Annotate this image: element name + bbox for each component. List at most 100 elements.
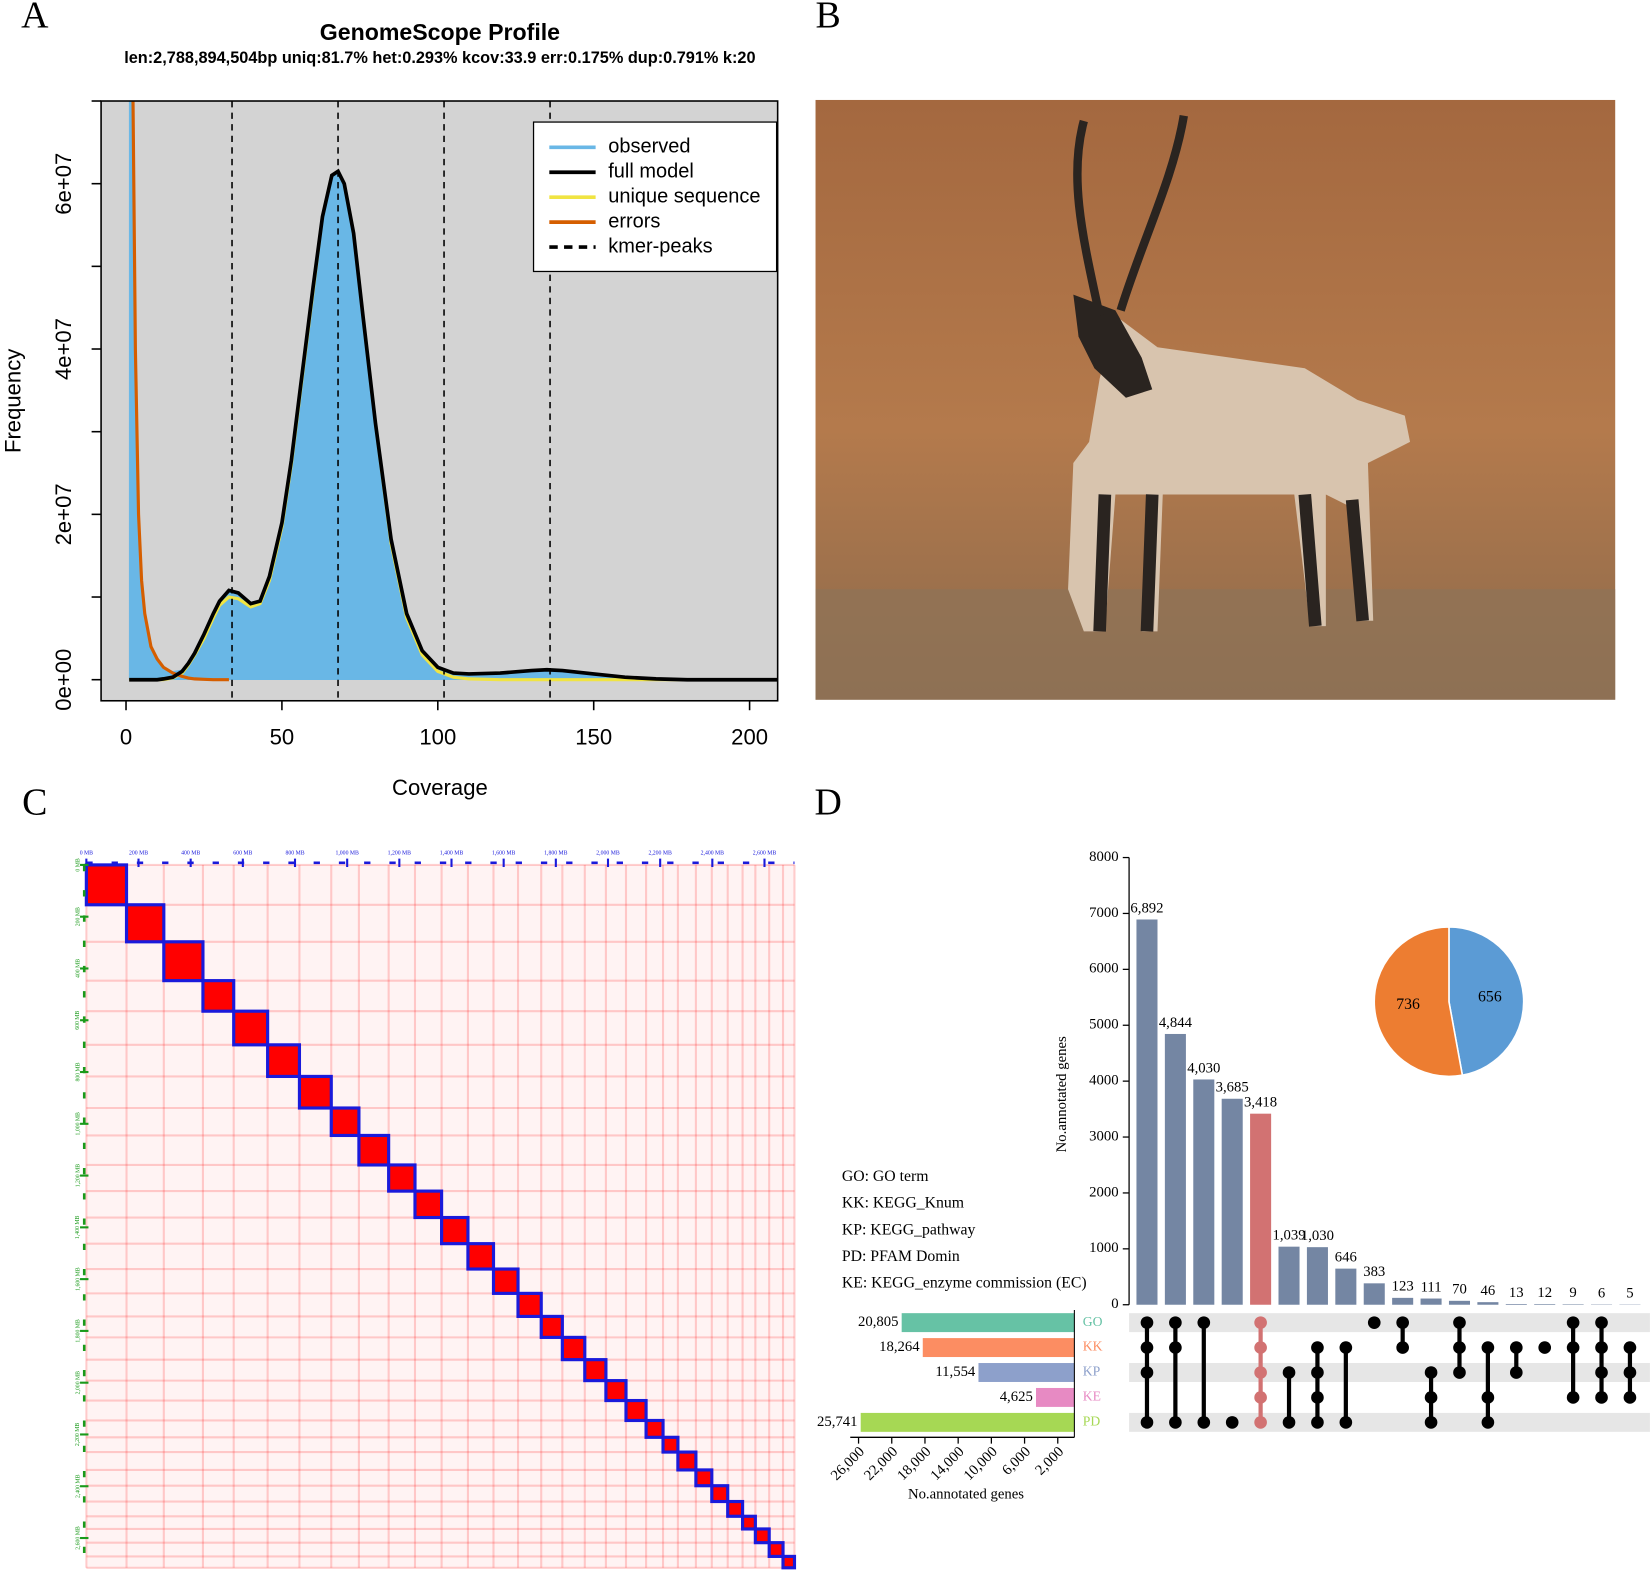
bar (1193, 1079, 1215, 1305)
bar-value-label: 4,844 (1159, 1015, 1193, 1031)
bar (1392, 1297, 1414, 1305)
bar-value-label: 5 (1626, 1285, 1633, 1301)
bar (1534, 1304, 1556, 1305)
chromosome-block (413, 1189, 444, 1220)
y-tick-label: 2000 (1089, 1184, 1118, 1200)
matrix-dot (1254, 1366, 1267, 1379)
ground (815, 589, 1616, 700)
matrix-dot (1197, 1316, 1211, 1329)
set-bar (860, 1412, 1075, 1432)
set-value-label: 18,264 (879, 1339, 920, 1355)
matrix-dot (1595, 1366, 1608, 1379)
x-tick-label: 150 (575, 724, 612, 749)
bar (1335, 1268, 1357, 1305)
legend-label: kmer-peaks (608, 235, 712, 257)
bar (1136, 919, 1158, 1305)
chromosome-block (516, 1291, 543, 1318)
x-tick-label: 2,200 MB (648, 851, 672, 857)
chromosome-block (466, 1242, 496, 1271)
matrix-dot (1282, 1366, 1296, 1379)
x-tick-label: 50 (270, 724, 295, 749)
matrix-dot (1140, 1366, 1154, 1379)
chromosome-block (297, 1074, 333, 1110)
bar-value-label: 6,892 (1130, 900, 1163, 916)
y-tick-label: 6000 (1089, 961, 1118, 977)
series-line (131, 101, 229, 682)
bar (1278, 1246, 1300, 1305)
set-bar (922, 1338, 1075, 1358)
y-tick-label: 0 (1111, 1296, 1118, 1312)
set-value-label: 11,554 (935, 1364, 976, 1380)
set-bar (1035, 1387, 1075, 1407)
matrix-dot (1339, 1416, 1353, 1429)
chromosome-block (753, 1527, 771, 1545)
bar (1164, 1033, 1186, 1305)
bar (1477, 1302, 1499, 1305)
y-tick-label: 200 MB (75, 907, 81, 926)
legs (1093, 494, 1369, 632)
bar (1505, 1304, 1527, 1305)
panel-label: B (816, 0, 841, 37)
matrix-dot (1481, 1391, 1495, 1404)
x-tick-label: 26,000 (828, 1444, 868, 1484)
chromosome-block (604, 1379, 628, 1403)
matrix-dot (1566, 1391, 1580, 1404)
antelope-face (1073, 294, 1153, 398)
bar-value-label: 3,418 (1244, 1095, 1277, 1111)
horn (1073, 119, 1104, 317)
bar-value-label: 383 (1363, 1264, 1385, 1280)
series-line (129, 168, 778, 682)
panel-label: D (814, 782, 841, 824)
y-tick-label: 4e+07 (51, 318, 76, 380)
matrix-dot (1481, 1341, 1495, 1354)
x-tick-label: 1,400 MB (440, 851, 464, 857)
panel-label: C (22, 782, 47, 824)
photo (815, 99, 1616, 700)
x-axis-label: No.annotated genes (908, 1487, 1024, 1503)
y-tick-label: 2,400 MB (75, 1474, 81, 1498)
matrix-dot (1566, 1316, 1580, 1329)
matrix-dot (1282, 1416, 1296, 1429)
bar (1448, 1300, 1471, 1305)
bar-value-label: 6 (1598, 1285, 1605, 1301)
matrix-dot (1509, 1341, 1523, 1354)
matrix-dot (1311, 1341, 1324, 1354)
set-name: KP (1083, 1364, 1101, 1379)
x-tick-label: 1,000 MB (335, 851, 359, 857)
y-tick-label: 4000 (1089, 1073, 1118, 1089)
bar-value-label: 123 (1392, 1279, 1414, 1295)
chromosome-block (624, 1398, 648, 1423)
chromosome-block (84, 863, 129, 907)
y-tick-label: 2e+07 (51, 483, 76, 545)
set-value-label: 25,741 (817, 1414, 857, 1430)
matrix-dot (1197, 1416, 1211, 1429)
x-tick-label: 200 (731, 724, 768, 749)
pie-label: 656 (1478, 989, 1502, 1006)
chromosome-block (710, 1484, 730, 1504)
bar (1250, 1113, 1272, 1305)
chromosome-block (741, 1514, 757, 1531)
y-tick-label: 7000 (1089, 905, 1118, 921)
matrix-dot (1140, 1341, 1154, 1354)
y-tick-label: 1,000 MB (75, 1112, 81, 1136)
chromosome-block (357, 1133, 391, 1167)
bar (1306, 1247, 1328, 1305)
bar (1363, 1283, 1385, 1305)
y-tick-label: 0e+00 (51, 649, 76, 711)
x-tick-label: 10,000 (961, 1444, 1001, 1484)
bar-value-label: 646 (1335, 1249, 1357, 1265)
pie-slice (1373, 926, 1464, 1078)
bar-value-label: 1,039 (1272, 1228, 1305, 1244)
bar (1420, 1298, 1442, 1305)
x-tick-label: 1,600 MB (492, 851, 516, 857)
contact-map (84, 863, 797, 1570)
pie-slice (1448, 926, 1525, 1077)
bar (1562, 1304, 1584, 1305)
x-tick-label: 2,400 MB (701, 851, 725, 857)
y-tick-label: 1,200 MB (75, 1164, 81, 1188)
chromosome-block (266, 1043, 302, 1079)
matrix-dot (1453, 1341, 1466, 1354)
matrix-dot (1140, 1316, 1154, 1329)
chromosome-block (201, 979, 236, 1013)
